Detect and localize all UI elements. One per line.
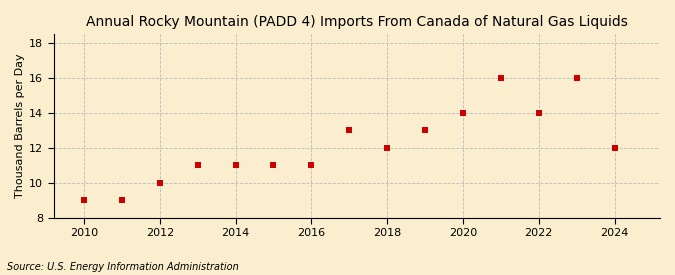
Point bbox=[155, 180, 165, 185]
Point bbox=[344, 128, 354, 133]
Point bbox=[382, 145, 393, 150]
Text: Source: U.S. Energy Information Administration: Source: U.S. Energy Information Administ… bbox=[7, 262, 238, 272]
Title: Annual Rocky Mountain (PADD 4) Imports From Canada of Natural Gas Liquids: Annual Rocky Mountain (PADD 4) Imports F… bbox=[86, 15, 628, 29]
Point bbox=[609, 145, 620, 150]
Point bbox=[306, 163, 317, 167]
Point bbox=[192, 163, 203, 167]
Point bbox=[268, 163, 279, 167]
Point bbox=[571, 76, 582, 80]
Y-axis label: Thousand Barrels per Day: Thousand Barrels per Day bbox=[15, 54, 25, 198]
Point bbox=[458, 111, 468, 115]
Point bbox=[117, 198, 128, 202]
Point bbox=[495, 76, 506, 80]
Point bbox=[230, 163, 241, 167]
Point bbox=[533, 111, 544, 115]
Point bbox=[78, 198, 89, 202]
Point bbox=[420, 128, 431, 133]
